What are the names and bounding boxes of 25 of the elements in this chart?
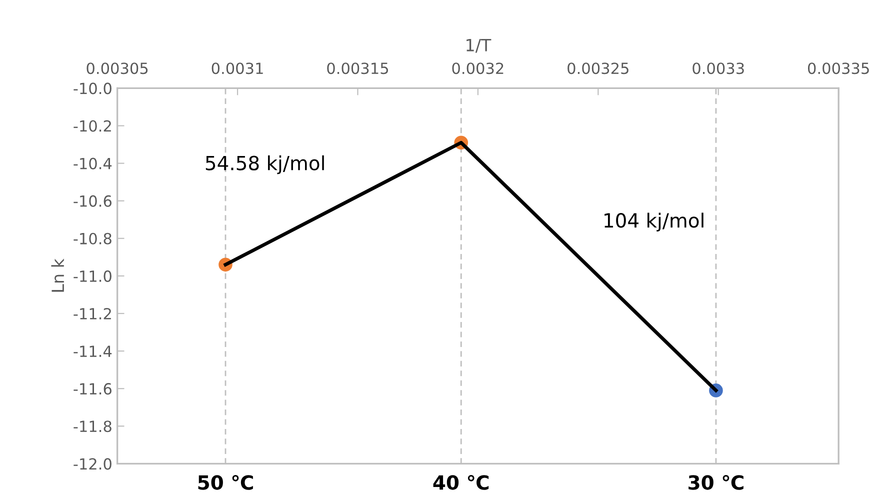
y-axis-title: Ln k	[51, 258, 64, 292]
annotation: 104 kj/mol	[604, 212, 704, 232]
annotation: 54.58 kj/mol	[206, 155, 324, 174]
ref-line-label: 30 ℃	[688, 475, 744, 490]
y-tick-label: -10.2	[74, 120, 111, 132]
y-tick-label: -10.8	[74, 232, 112, 244]
x-tick-label: 0.0031	[212, 62, 263, 74]
ref-line-label: 40 ℃	[433, 475, 489, 490]
y-tick-label: -10.0	[74, 82, 112, 94]
y-tick-label: -10.4	[74, 158, 112, 170]
x-tick-label: 0.00305	[86, 62, 148, 74]
y-tick-label: -11.6	[74, 383, 112, 395]
x-tick-label: 0.0032	[452, 62, 504, 74]
x-tick-label: 0.00315	[327, 62, 388, 74]
y-tick-label: -11.8	[74, 420, 112, 432]
x-tick-label: 0.0033	[692, 62, 744, 74]
y-tick-label: -12.0	[74, 458, 112, 470]
y-tick-label: -11.4	[74, 346, 112, 357]
y-tick-label: -11.0	[74, 270, 112, 282]
y-tick-label: -11.2	[74, 308, 111, 320]
x-tick-label: 0.00325	[568, 62, 628, 74]
ref-line-label: 50 ℃	[198, 475, 253, 490]
y-tick-label: -10.6	[74, 195, 112, 207]
x-tick-label: 0.00335	[808, 62, 869, 74]
x-axis-title: 1/T	[466, 39, 492, 53]
